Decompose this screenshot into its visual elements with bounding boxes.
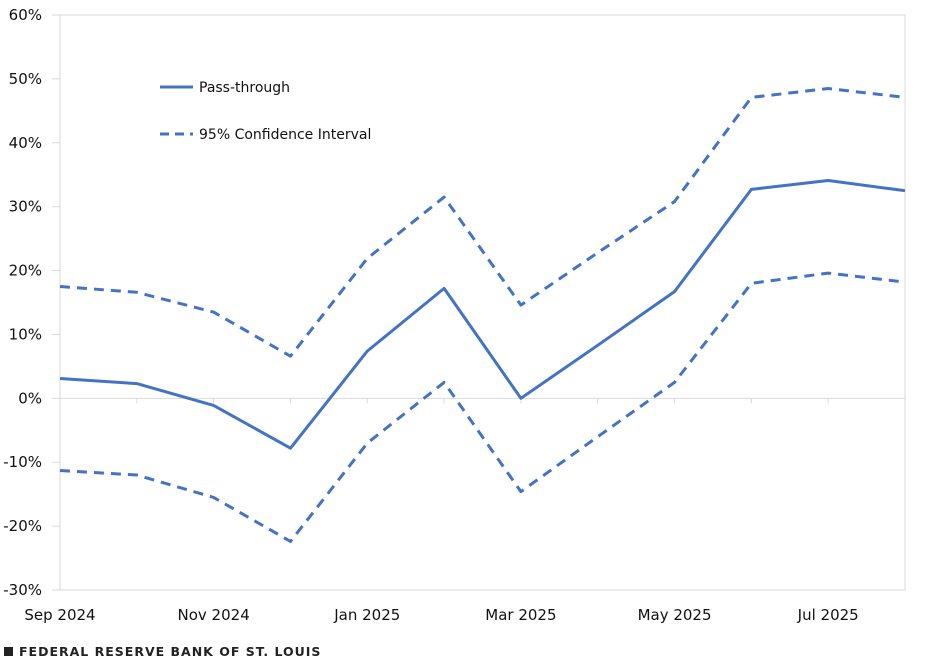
series-pass-through [59, 179, 906, 450]
x-tick-label: Nov 2024 [178, 606, 250, 624]
source-label: FEDERAL RESERVE BANK OF ST. LOUIS [19, 644, 322, 659]
y-tick-label: -10% [3, 453, 42, 471]
x-tick-label: Jan 2025 [333, 606, 400, 624]
y-tick-label: 60% [9, 6, 42, 24]
series-upper-ci [59, 87, 906, 358]
y-tick-label: -30% [3, 581, 42, 599]
footer-source: FEDERAL RESERVE BANK OF ST. LOUIS [4, 644, 321, 659]
y-tick-label: -20% [3, 517, 42, 535]
legend-label-pass-through: Pass-through [199, 80, 290, 96]
x-tick-label: Jul 2025 [797, 606, 859, 624]
series-lower-ci [59, 271, 906, 543]
legend: Pass-through 95% Confidence Interval [160, 80, 371, 143]
x-tick-label: Mar 2025 [485, 606, 556, 624]
y-tick-label: 50% [9, 70, 42, 88]
x-tick-label: May 2025 [638, 606, 712, 624]
line-chart: -30% -20% -10% 0% 10% 20% 30% 40% 50% 60% Sep 202… [3, 6, 906, 624]
y-tick-label: 0% [18, 389, 42, 407]
y-tick-label: 20% [9, 262, 42, 280]
plot-frame [59, 14, 906, 591]
x-tick-label: Sep 2024 [24, 606, 95, 624]
y-tick-label: 30% [9, 198, 42, 216]
logo-square-icon [4, 647, 13, 656]
legend-label-confidence-interval: 95% Confidence Interval [199, 127, 371, 143]
y-tick-label: 40% [9, 134, 42, 152]
y-tick-label: 10% [9, 325, 42, 343]
